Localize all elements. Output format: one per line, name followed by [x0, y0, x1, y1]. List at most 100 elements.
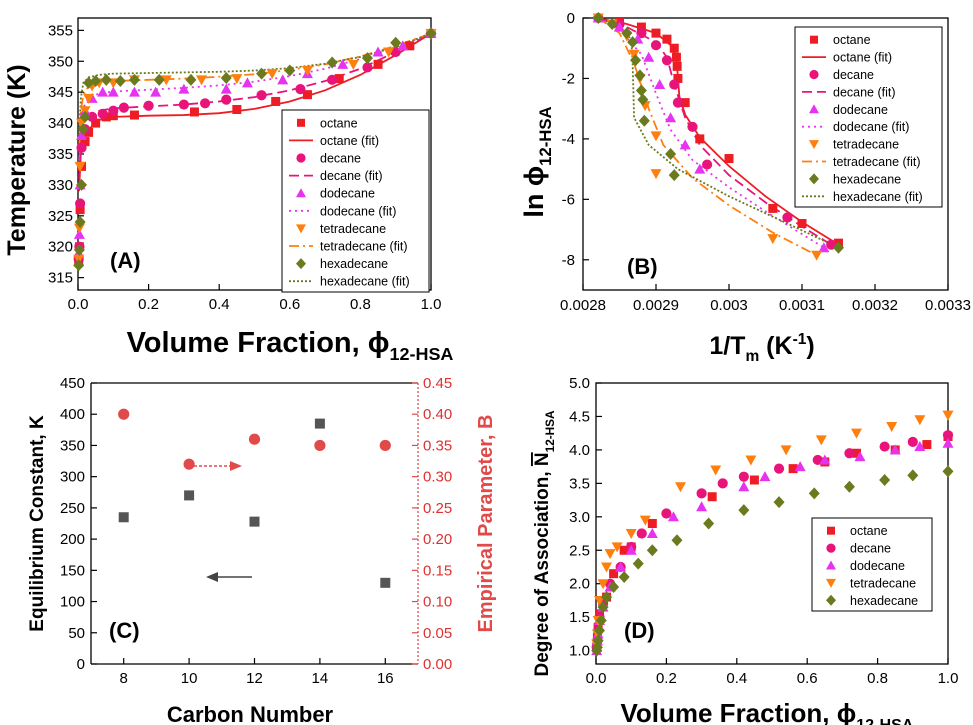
- y-tick-label-b: 0: [567, 10, 575, 27]
- data-point-dodecane: [241, 77, 253, 88]
- data-point-dodecane: [679, 139, 691, 150]
- data-point-octane: [669, 43, 679, 53]
- data-point-hexadecane: [907, 469, 919, 482]
- y-tick-label-c: 400: [60, 406, 85, 423]
- data-point-dodecane: [615, 561, 627, 572]
- x-tick-label-d: 0.6: [797, 670, 818, 687]
- data-point-hexadecane: [665, 148, 677, 160]
- y-tick-label-d: 5.0: [569, 375, 590, 392]
- axis-label-part: Carbon Number: [167, 702, 334, 725]
- data-point-dodecane: [277, 74, 289, 85]
- data-point-decane: [76, 142, 87, 153]
- data-point-tetradecane: [942, 410, 954, 421]
- data-point-hexadecane: [703, 517, 715, 530]
- arrow-left-head: [206, 572, 218, 582]
- data-point-decane: [687, 121, 698, 132]
- legend-label: dodecane: [850, 559, 905, 573]
- data-point-dodecane: [643, 51, 655, 62]
- axis-label-part: 1/T: [709, 332, 745, 360]
- data-point-octane: [768, 203, 778, 213]
- data-point-decane: [327, 74, 338, 85]
- data-point-octane: [673, 73, 683, 83]
- data-point-hexadecane: [621, 27, 633, 40]
- legend-label: hexadecane (fit): [320, 275, 410, 289]
- data-point-decane: [661, 55, 673, 66]
- y-tick-label-d: 3.0: [569, 509, 590, 526]
- data-point-dodecane: [646, 528, 658, 539]
- data-point-dodecane: [818, 242, 830, 253]
- data-point-hexadecane: [942, 465, 954, 478]
- panel-b: 0.0028 0.0029 0.003 0.0031 0.0032 0.0033 0 -2 -4…: [519, 10, 971, 365]
- data-point-hexadecane: [390, 36, 402, 49]
- data-point-decane: [879, 441, 890, 452]
- legend-label: hexadecane: [833, 172, 901, 186]
- x-tick-label-c: 10: [181, 670, 198, 687]
- data-point-dodecane: [178, 83, 190, 94]
- y-tick-label-a: 355: [48, 22, 73, 39]
- x-tick-label-b: 0.0031: [779, 297, 825, 314]
- axis-label-part: ϕ: [368, 327, 390, 359]
- data-point-octane: [636, 22, 646, 32]
- data-point-octane: [672, 61, 682, 71]
- data-point-decane: [738, 471, 749, 482]
- x-tick-label-b: 0.003: [710, 297, 748, 314]
- data-point-tetradecane: [650, 169, 662, 180]
- data-point-tetradecane: [611, 542, 623, 553]
- data-point-hexadecane: [601, 591, 613, 604]
- data-point-decane: [773, 463, 785, 474]
- data-point-tetradecane: [815, 435, 827, 446]
- data-point-octane: [647, 519, 657, 528]
- data-point-octane: [373, 59, 383, 69]
- legend-label: decane (fit): [833, 85, 896, 99]
- legend-label: tetradecane (fit): [320, 240, 408, 254]
- data-point-dodecane: [220, 83, 232, 94]
- axis-label-part: 12-HSA: [856, 716, 914, 725]
- data-point-hexadecane: [77, 123, 89, 136]
- legend-label: octane (fit): [833, 51, 892, 65]
- x-tick-label-a: 1.0: [421, 296, 442, 313]
- data-point-decane: [108, 105, 119, 116]
- data-point-tetradecane: [674, 482, 686, 493]
- data-point-octane: [695, 134, 705, 144]
- data-point-decane: [907, 436, 918, 447]
- legend-label: tetradecane: [850, 576, 916, 590]
- y-tick-label-a: 320: [48, 239, 73, 256]
- data-point-hexadecane: [220, 71, 232, 84]
- x-tick-label-a: 0.2: [138, 296, 159, 313]
- data-point-decane: [782, 212, 793, 223]
- data-point-decane: [199, 98, 211, 109]
- data-point-hexadecane: [73, 259, 85, 272]
- data-point-decane: [118, 102, 129, 113]
- y-tick-label-right-c: 0.40: [423, 406, 452, 423]
- panel-label-a: (A): [110, 248, 141, 273]
- data-point-tetradecane: [601, 562, 613, 573]
- data-point-K: [380, 577, 391, 588]
- axis-label-part: 12-HSA: [390, 344, 454, 364]
- data-point-dodecane: [614, 21, 625, 32]
- x-tick-label-c: 16: [377, 670, 394, 687]
- x-tick-label-a: 0.6: [279, 296, 300, 313]
- panel-label-c: (C): [109, 618, 140, 643]
- x-axis-label-c: Carbon Number: [167, 702, 334, 725]
- data-point-octane: [405, 41, 415, 51]
- data-point-octane: [609, 569, 619, 579]
- legend-label: decane: [833, 68, 874, 82]
- y-tick-label-c: 150: [60, 562, 85, 579]
- data-point-hexadecane: [630, 54, 642, 67]
- x-axis-label-a: Volume Fraction, ϕ12-HSA: [127, 327, 454, 364]
- data-point-K: [249, 516, 260, 527]
- data-point-hexadecane: [773, 496, 785, 509]
- data-point-hexadecane: [833, 241, 844, 254]
- data-point-dodecane: [337, 58, 349, 69]
- legend-marker-hexadecane: [826, 594, 836, 606]
- data-point-tetradecane: [383, 47, 395, 58]
- data-point-octane: [334, 74, 344, 84]
- y-tick-label-b: -6: [562, 191, 575, 208]
- axis-label-part: Empirical Parameter, B: [475, 415, 497, 633]
- data-point-hexadecane: [594, 624, 606, 637]
- data-point-hexadecane: [843, 480, 855, 493]
- data-point-octane: [662, 34, 672, 44]
- y-tick-label-right-c: 0.05: [423, 625, 452, 642]
- data-point-dodecane: [372, 46, 384, 57]
